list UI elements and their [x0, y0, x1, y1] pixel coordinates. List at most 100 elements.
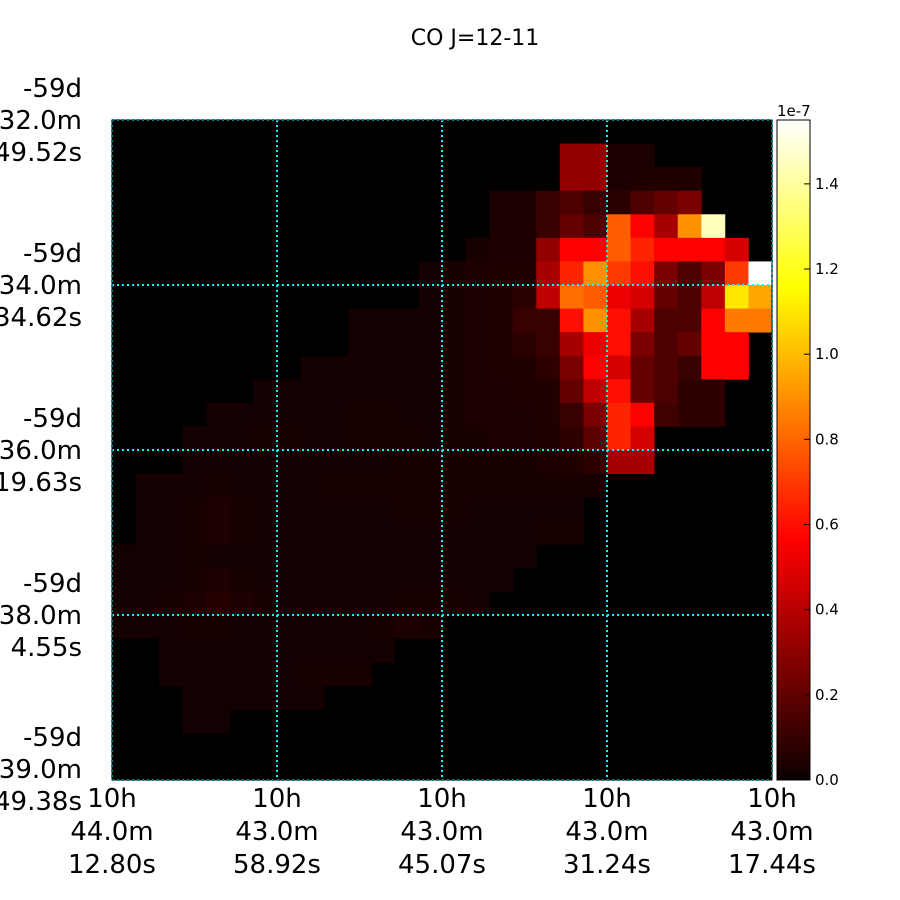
- heatmap-cell: [465, 520, 490, 545]
- heatmap-cell: [418, 402, 443, 427]
- heatmap-cell: [347, 308, 372, 333]
- heatmap-cell: [300, 402, 325, 427]
- heatmap-cell: [489, 308, 514, 333]
- heatmap-cell: [677, 285, 702, 309]
- heatmap-cell: [512, 214, 537, 239]
- heatmap-cell: [394, 544, 419, 569]
- heatmap-cell: [489, 426, 514, 451]
- heatmap-cell: [206, 544, 231, 569]
- heatmap-cell: [559, 473, 584, 498]
- heatmap-cell: [442, 402, 466, 427]
- x-tick-label: 12.80s: [68, 850, 156, 880]
- heatmap-cell: [182, 709, 207, 734]
- heatmap-cell: [748, 261, 773, 286]
- heatmap-cell: [229, 497, 254, 522]
- heatmap-cell: [394, 520, 419, 545]
- colorbar-tick-label: 0.6: [815, 516, 839, 534]
- heatmap-cell: [300, 591, 325, 616]
- heatmap-cell: [583, 285, 608, 309]
- x-tick-label: 43.0m: [730, 817, 813, 847]
- heatmap-cell: [182, 662, 207, 687]
- heatmap-cell: [182, 426, 207, 451]
- heatmap-cell: [607, 167, 631, 192]
- plot-frame: [111, 119, 773, 781]
- heatmap-cell: [347, 426, 372, 451]
- heatmap-cell: [135, 567, 160, 592]
- x-tick-label: 10h: [252, 784, 302, 814]
- heatmap-cell: [536, 261, 561, 286]
- heatmap-cell: [465, 591, 490, 616]
- heatmap-cell: [512, 520, 537, 545]
- heatmap-cell: [418, 544, 443, 569]
- heatmap-cell: [489, 379, 514, 404]
- heatmap-cell: [418, 308, 443, 333]
- heatmap-cell: [630, 143, 655, 168]
- heatmap-cell: [465, 261, 490, 286]
- heatmap-cell: [324, 402, 349, 427]
- heatmap-cell: [394, 332, 419, 357]
- heatmap-cell: [512, 450, 537, 474]
- heatmap-cell: [583, 355, 608, 380]
- heatmap-cell: [489, 520, 514, 545]
- heatmap-cell: [418, 473, 443, 498]
- heatmap-cell: [512, 308, 537, 333]
- heatmap-cell: [229, 685, 254, 710]
- heatmap-cell: [489, 261, 514, 286]
- heatmap-cell: [253, 685, 278, 710]
- heatmap-cell: [229, 591, 254, 616]
- heatmap-cell: [277, 473, 301, 498]
- heatmap-cell: [748, 308, 773, 333]
- heatmap-cell: [206, 520, 231, 545]
- heatmap-cell: [442, 261, 466, 286]
- heatmap-cell: [229, 473, 254, 498]
- heatmap-cell: [654, 285, 679, 309]
- heatmap-cell: [630, 214, 655, 239]
- heatmap-cell: [654, 355, 679, 380]
- heatmap-cell: [135, 615, 160, 639]
- heatmap-cell: [536, 332, 561, 357]
- y-tick-label: 36.0m: [0, 436, 82, 466]
- heatmap-cell: [277, 450, 301, 474]
- heatmap-cell: [583, 308, 608, 333]
- heatmap-cell: [630, 379, 655, 404]
- heatmap-cell: [229, 615, 254, 639]
- heatmap-cell: [442, 308, 466, 333]
- y-tick-label: -59d: [23, 404, 82, 434]
- chart-title: CO J=12-11: [411, 26, 540, 51]
- heatmap-cell: [182, 520, 207, 545]
- heatmap-cell: [300, 497, 325, 522]
- heatmap-cell: [371, 308, 396, 333]
- heatmap-cell: [536, 355, 561, 380]
- heatmap-cell: [465, 308, 490, 333]
- heatmap-cell: [583, 402, 608, 427]
- heatmap-cell: [229, 662, 254, 687]
- x-tick-label: 10h: [417, 784, 467, 814]
- heatmap-cell: [536, 285, 561, 309]
- x-tick-label: 58.92s: [233, 850, 321, 880]
- heatmap-cell: [182, 591, 207, 616]
- heatmap-cell: [489, 190, 514, 215]
- heatmap-cell: [465, 497, 490, 522]
- heatmap-cell: [489, 450, 514, 474]
- heatmap-cell: [442, 450, 466, 474]
- heatmap-cell: [182, 497, 207, 522]
- heatmap-cell: [229, 402, 254, 427]
- y-tick-label: 34.0m: [0, 271, 82, 301]
- heatmap-cell: [371, 426, 396, 451]
- heatmap-cell: [182, 544, 207, 569]
- heatmap-cell: [229, 567, 254, 592]
- heatmap-cell: [182, 473, 207, 498]
- heatmap-cell: [489, 237, 514, 262]
- heatmap-cell: [277, 685, 301, 710]
- heatmap-cell: [465, 355, 490, 380]
- heatmap-cell: [112, 567, 136, 592]
- heatmap-cell: [654, 308, 679, 333]
- heatmap-cell: [394, 497, 419, 522]
- heatmap-cell: [442, 497, 466, 522]
- colorbar-ticks: 0.0 0.2 0.4 0.6 0.8 1.0 1.2 1.4: [804, 175, 839, 789]
- heatmap-cell: [300, 685, 325, 710]
- heatmap-cell: [536, 237, 561, 262]
- y-tick-label: 49.38s: [0, 787, 82, 817]
- heatmap-cell: [277, 497, 301, 522]
- heatmap-cell: [512, 332, 537, 357]
